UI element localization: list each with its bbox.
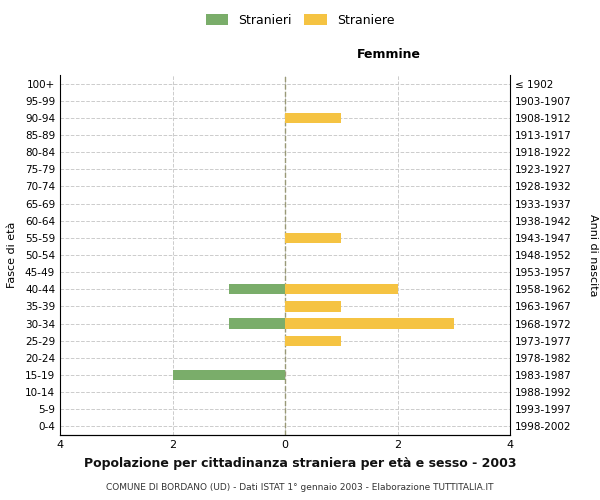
Text: Femmine: Femmine xyxy=(356,48,421,60)
Bar xyxy=(285,302,341,312)
Legend: Stranieri, Straniere: Stranieri, Straniere xyxy=(201,8,399,32)
Bar xyxy=(285,318,454,328)
Y-axis label: Anni di nascita: Anni di nascita xyxy=(588,214,598,296)
Bar xyxy=(229,318,285,328)
Bar xyxy=(285,232,341,243)
Bar xyxy=(229,284,285,294)
Bar xyxy=(285,284,398,294)
Text: Popolazione per cittadinanza straniera per età e sesso - 2003: Popolazione per cittadinanza straniera p… xyxy=(84,458,516,470)
Y-axis label: Fasce di età: Fasce di età xyxy=(7,222,17,288)
Bar xyxy=(285,336,341,346)
Text: COMUNE DI BORDANO (UD) - Dati ISTAT 1° gennaio 2003 - Elaborazione TUTTITALIA.IT: COMUNE DI BORDANO (UD) - Dati ISTAT 1° g… xyxy=(106,482,494,492)
Bar xyxy=(173,370,285,380)
Bar xyxy=(285,112,341,123)
